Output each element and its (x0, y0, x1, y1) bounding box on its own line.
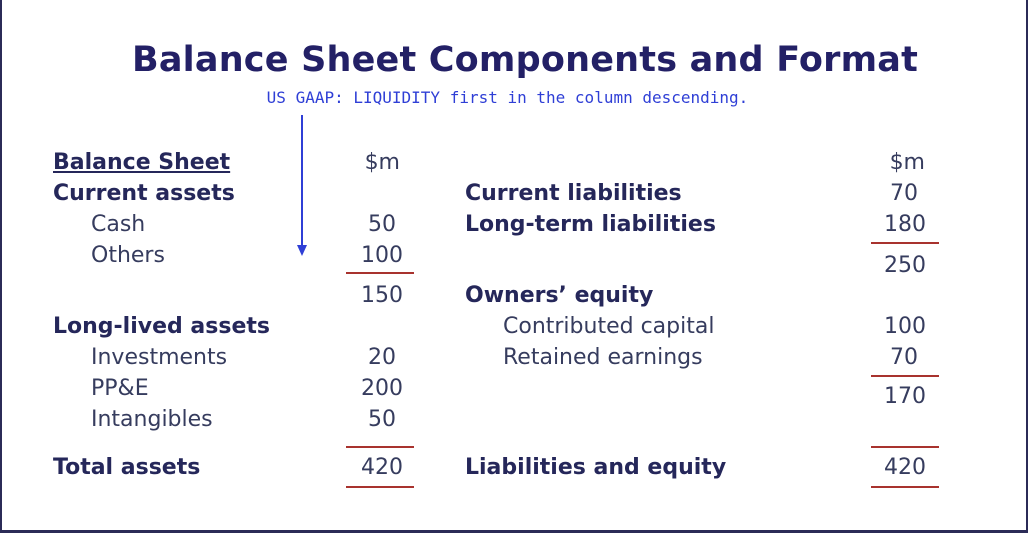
down-arrow-icon (297, 115, 307, 256)
current-assets-rule (346, 272, 414, 274)
left-unit: $m (364, 150, 400, 175)
liabilities-equity-rule (871, 486, 939, 488)
slide-subtitle: US GAAP: LIQUIDITY first in the column d… (266, 88, 749, 107)
retained-earnings-label: Retained earnings (503, 345, 703, 370)
equity-total: 170 (884, 384, 926, 409)
current-assets-total: 150 (361, 283, 403, 308)
cash-label: Cash (91, 212, 146, 237)
long-lived-assets-heading: Long-lived assets (53, 314, 270, 339)
liabilities-total: 250 (884, 253, 926, 278)
total-assets-rule (346, 486, 414, 488)
owners-equity-heading: Owners’ equity (465, 283, 654, 308)
equity-rule (871, 375, 939, 377)
current-assets-heading: Current assets (53, 181, 235, 206)
others-value: 100 (361, 243, 403, 268)
pre-total-rule (871, 446, 939, 448)
investments-value: 20 (368, 345, 396, 370)
intangibles-label: Intangibles (91, 407, 213, 432)
total-assets-label: Total assets (53, 455, 201, 480)
liabilities-equity-label: Liabilities and equity (465, 455, 727, 480)
liabilities-equity-value: 420 (884, 455, 926, 480)
slide-title: Balance Sheet Components and Format (131, 40, 919, 80)
current-liabilities-label: Current liabilities (465, 181, 682, 206)
investments-label: Investments (91, 345, 228, 370)
others-label: Others (91, 243, 165, 268)
liabilities-rule (871, 242, 939, 244)
total-assets-value: 420 (361, 455, 403, 480)
balance-sheet-header: Balance Sheet (53, 150, 231, 175)
cash-value: 50 (368, 212, 396, 237)
long-lived-rule (346, 446, 414, 448)
long-term-liabilities-label: Long-term liabilities (465, 212, 716, 237)
contributed-capital-label: Contributed capital (503, 314, 715, 339)
current-liabilities-value: 70 (890, 181, 918, 206)
ppe-label: PP&E (91, 376, 149, 401)
long-term-liabilities-value: 180 (884, 212, 926, 237)
intangibles-value: 50 (368, 407, 396, 432)
contributed-capital-value: 100 (884, 314, 926, 339)
retained-earnings-value: 70 (890, 345, 918, 370)
ppe-value: 200 (361, 376, 403, 401)
right-unit: $m (889, 150, 925, 175)
